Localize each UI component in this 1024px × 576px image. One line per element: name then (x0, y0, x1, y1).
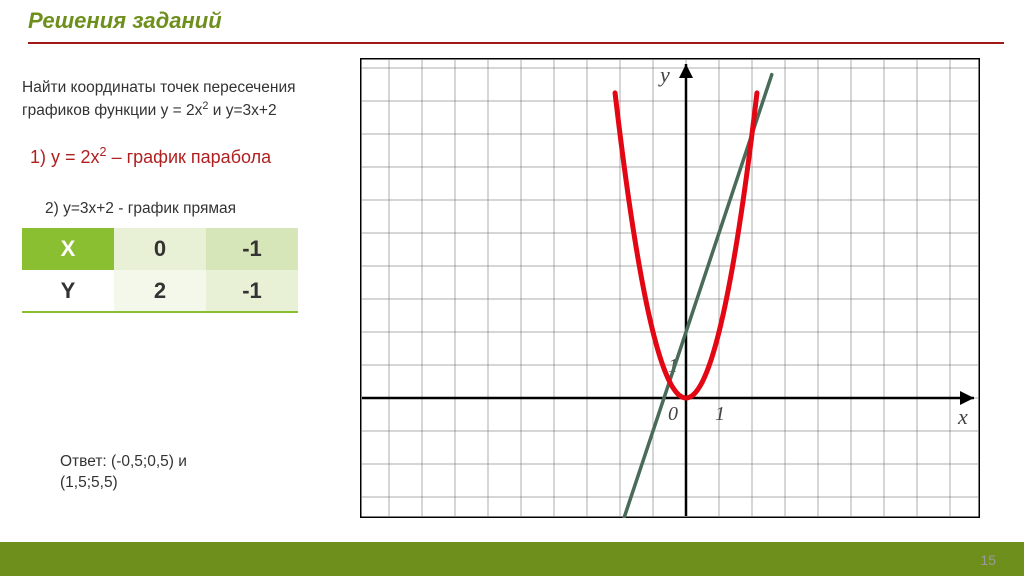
xy-table: X 0 -1 Y 2 -1 (22, 228, 298, 313)
svg-text:x: x (957, 404, 968, 429)
th-x: X (22, 228, 114, 270)
svg-text:1: 1 (715, 403, 725, 425)
th-y: Y (22, 270, 114, 312)
task-func1: y = 2x2 (161, 102, 213, 119)
svg-text:0: 0 (668, 403, 678, 425)
item1-suffix: – график парабола (112, 147, 272, 167)
task-mid: и (213, 102, 222, 119)
answer-line2: (1,5;5,5) (60, 474, 118, 491)
task-func2: y=3x+2 (226, 102, 277, 119)
td-y0: 2 (114, 270, 206, 312)
item-1: 1) y = 2x2 – график парабола (30, 145, 271, 168)
td-x0: 0 (114, 228, 206, 270)
page-number: 15 (980, 552, 996, 568)
item1-prefix: 1) (30, 147, 46, 167)
answer-line1: Ответ: (-0,5;0,5) и (60, 453, 187, 470)
page-title: Решения заданий (28, 8, 222, 34)
answer-text: Ответ: (-0,5;0,5) и (1,5;5,5) (60, 452, 187, 494)
svg-text:y: y (658, 62, 670, 87)
slide: Решения заданий Найти координаты точек п… (0, 0, 1024, 576)
title-underline (28, 42, 1004, 44)
task-text: Найти координаты точек пересечения графи… (22, 78, 362, 122)
item-2: 2) y=3x+2 - график прямая (45, 200, 236, 218)
chart: xy011 (360, 58, 980, 518)
td-x1: -1 (206, 228, 298, 270)
td-y1: -1 (206, 270, 298, 312)
footer-bar (0, 542, 1024, 576)
chart-svg: xy011 (360, 58, 980, 518)
